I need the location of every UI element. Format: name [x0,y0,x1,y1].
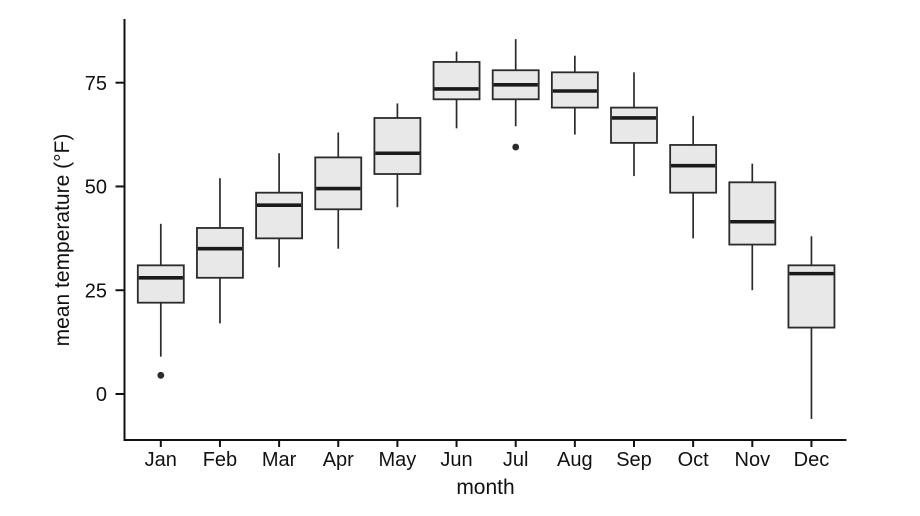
box-may [373,117,422,175]
box-sep [610,106,658,144]
box-feb [196,227,244,279]
x-tick-label-sep: Sep [616,449,652,471]
y-axis-title: mean temperature (°F) [51,134,74,347]
x-tick-label-mar: Mar [262,449,297,471]
box-jan [136,264,185,304]
x-tick-label-jan: Jan [145,449,177,471]
x-tick-label-may: May [379,449,417,471]
x-tick-label-apr: Apr [323,449,354,471]
axes-layer: 0 25 50 75 Jan Feb Mar Apr May Jun Jul Aug Sep Oct Nov… [85,19,847,471]
y-tick-label-75: 75 [85,73,107,95]
x-tick-label-aug: Aug [557,449,593,471]
x-tick-label-feb: Feb [203,449,237,471]
x-axis-title: month [456,476,514,499]
box-mar [255,191,304,240]
x-tick-label-jul: Jul [503,449,529,471]
y-tick-label-25: 25 [85,280,107,302]
box-apr [314,156,363,211]
box-oct [669,144,718,194]
y-tick-label-50: 50 [85,177,107,199]
x-tick-label-dec: Dec [794,449,830,471]
boxes-layer [136,39,836,419]
y-tick-label-0: 0 [96,384,107,406]
x-tick-label-jun: Jun [440,449,472,471]
box-dec [787,264,836,329]
outlier-jan-0 [157,371,165,379]
x-tick-label-oct: Oct [678,449,710,471]
x-tick-label-nov: Nov [735,449,771,471]
box-jun [432,61,481,101]
outlier-jul-0 [512,143,520,151]
box-nov [728,181,777,246]
